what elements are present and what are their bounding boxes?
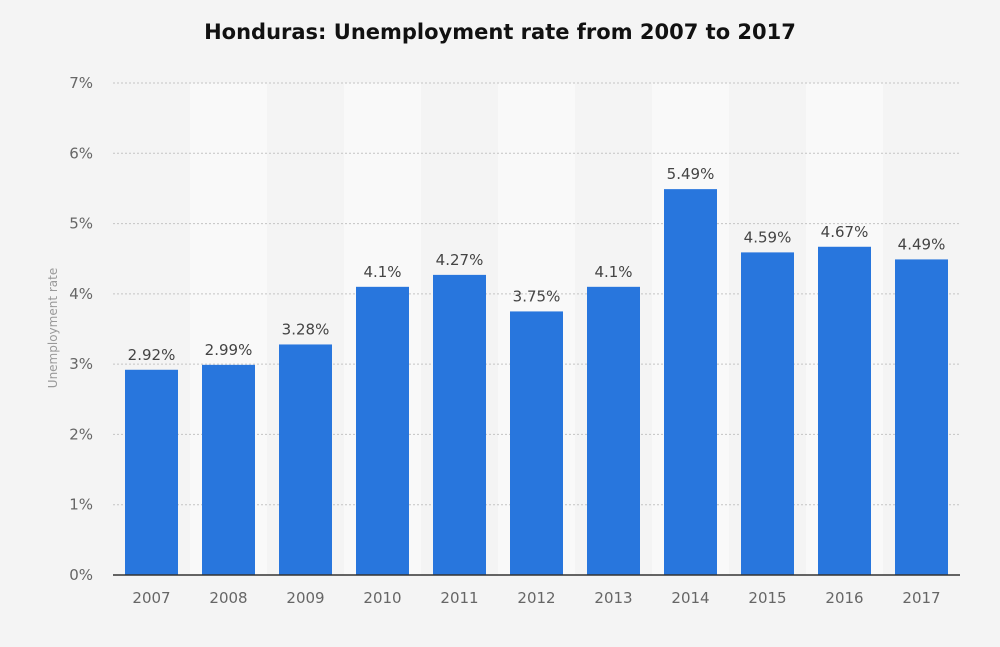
x-tick-label: 2012 — [517, 589, 555, 607]
x-tick-label: 2017 — [902, 589, 940, 607]
chart-title: Honduras: Unemployment rate from 2007 to… — [204, 20, 796, 44]
y-tick-label: 5% — [69, 215, 93, 233]
data-label: 3.28% — [282, 320, 330, 338]
y-axis-label: Unemployment rate — [46, 268, 60, 388]
data-label: 2.99% — [205, 341, 253, 359]
bar — [125, 369, 178, 575]
y-tick-label: 6% — [69, 144, 93, 162]
x-tick-label: 2010 — [363, 589, 401, 607]
y-tick-label: 7% — [69, 74, 93, 92]
x-tick-label: 2011 — [440, 589, 478, 607]
data-label: 5.49% — [667, 165, 715, 183]
x-tick-label: 2007 — [132, 589, 170, 607]
data-label: 4.1% — [594, 263, 632, 281]
bars — [125, 189, 948, 576]
data-label: 4.49% — [898, 235, 946, 253]
data-label: 4.59% — [744, 228, 792, 246]
x-tick-label: 2009 — [286, 589, 324, 607]
bar — [818, 246, 871, 575]
data-label: 3.75% — [513, 287, 561, 305]
y-tick-label: 3% — [69, 355, 93, 373]
y-tick-label: 1% — [69, 496, 93, 514]
data-label: 4.1% — [363, 263, 401, 281]
bar — [433, 274, 486, 575]
y-tick-label: 2% — [69, 425, 93, 443]
bar — [510, 311, 563, 575]
data-label: 4.67% — [821, 223, 869, 241]
y-tick-label: 0% — [69, 566, 93, 584]
x-tick-label: 2008 — [209, 589, 247, 607]
x-tick-label: 2013 — [594, 589, 632, 607]
bar — [895, 259, 948, 575]
data-label: 4.27% — [436, 251, 484, 269]
x-tick-label: 2014 — [671, 589, 709, 607]
x-tick-label: 2015 — [748, 589, 786, 607]
bar — [664, 189, 717, 576]
y-tick-label: 4% — [69, 285, 93, 303]
data-label: 2.92% — [128, 346, 176, 364]
bar — [741, 252, 794, 576]
data-labels: 2.92% 2.99% 3.28% 4.1% 4.27% 3.75% 4.1% 5.49% 4.… — [128, 165, 946, 364]
bar — [587, 286, 640, 575]
bar — [202, 364, 255, 575]
y-tick-labels: 0% 1% 2% 3% 4% 5% 6% 7% — [69, 74, 93, 584]
x-tick-label: 2016 — [825, 589, 863, 607]
bar — [356, 286, 409, 575]
bar — [279, 344, 332, 575]
x-tick-labels: 2007 2008 2009 2010 2011 2012 2013 2014 2015 2016… — [132, 589, 940, 607]
